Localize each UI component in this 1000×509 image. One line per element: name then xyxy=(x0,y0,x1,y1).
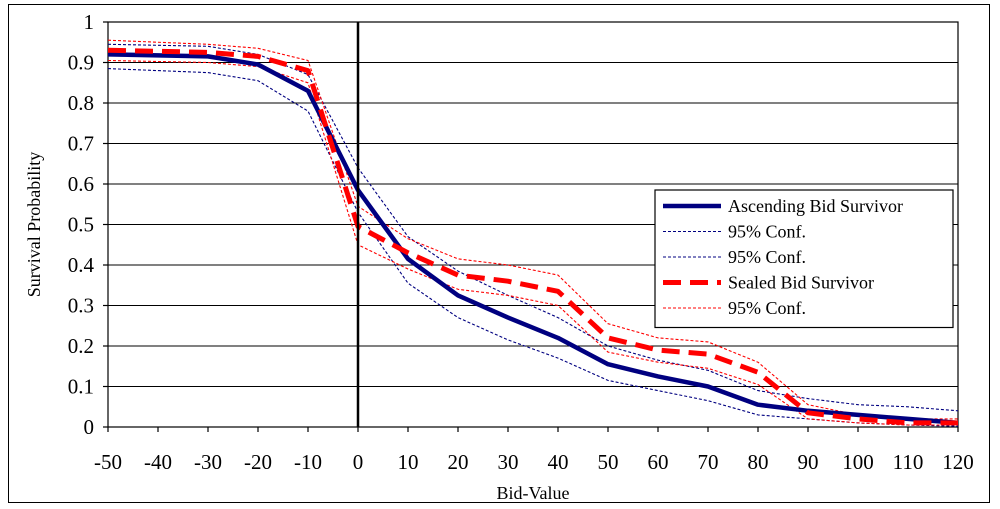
x-axis-title: Bid-Value xyxy=(497,483,570,503)
y-axis-ticks: 0 0.1 0.2 0.3 0.4 0.5 0.6 0.7 0.8 0.9 1 xyxy=(68,10,108,439)
legend-label: 95% Conf. xyxy=(728,247,806,267)
x-axis-ticks: -50 -40 -30 -20 -10 0 10 20 30 40 50 60 70 80 90 100 110… xyxy=(94,427,974,474)
y-tick-label: 0.4 xyxy=(68,253,95,277)
x-tick-label: 40 xyxy=(548,450,569,474)
y-axis-title: Survival Probability xyxy=(24,152,44,298)
series-line-5 xyxy=(107,59,958,426)
series-line-4 xyxy=(107,39,958,420)
legend-label: 95% Conf. xyxy=(728,222,806,242)
y-tick-label: 0.5 xyxy=(68,213,94,237)
x-tick-label: 10 xyxy=(398,450,419,474)
y-tick-label: 0.6 xyxy=(68,172,94,196)
x-tick-label: 100 xyxy=(842,450,874,474)
x-tick-label: 90 xyxy=(798,450,819,474)
y-tick-label: 0.3 xyxy=(68,294,94,318)
legend-label: Ascending Bid Survivor xyxy=(728,196,903,216)
series-line-2 xyxy=(107,68,959,427)
series-line-3 xyxy=(107,47,958,426)
x-tick-label: -20 xyxy=(244,450,272,474)
legend-box xyxy=(654,189,954,329)
x-tick-label: 30 xyxy=(498,450,519,474)
x-tick-label: -10 xyxy=(294,450,322,474)
x-tick-label: 60 xyxy=(648,450,669,474)
series-group xyxy=(107,39,959,427)
x-tick-label: -40 xyxy=(144,450,172,474)
y-tick-label: 0.7 xyxy=(68,132,94,156)
series-line-1 xyxy=(107,43,959,412)
x-tick-label: 20 xyxy=(448,450,469,474)
x-tick-label: -30 xyxy=(194,450,222,474)
y-tick-label: 0.8 xyxy=(68,91,94,115)
legend-label: Sealed Bid Survivor xyxy=(728,273,874,293)
x-tick-label: 70 xyxy=(698,450,719,474)
x-tick-label: -50 xyxy=(94,450,122,474)
x-tick-label: 50 xyxy=(598,450,619,474)
x-tick-label: 110 xyxy=(893,450,924,474)
chart-frame xyxy=(8,4,990,503)
y-tick-label: 0 xyxy=(84,415,95,439)
x-tick-label: 120 xyxy=(942,450,974,474)
legend-label: 95% Conf. xyxy=(728,298,806,318)
y-tick-label: 0.1 xyxy=(68,375,94,399)
y-tick-label: 0.2 xyxy=(68,334,94,358)
y-tick-label: 1 xyxy=(84,10,95,34)
x-tick-label: 80 xyxy=(748,450,769,474)
series-line-0 xyxy=(107,52,959,426)
y-tick-label: 0.9 xyxy=(68,51,94,75)
legend: Ascending Bid Survivor 95% Conf. 95% Conf.… xyxy=(654,189,954,329)
x-tick-label: 0 xyxy=(353,450,364,474)
